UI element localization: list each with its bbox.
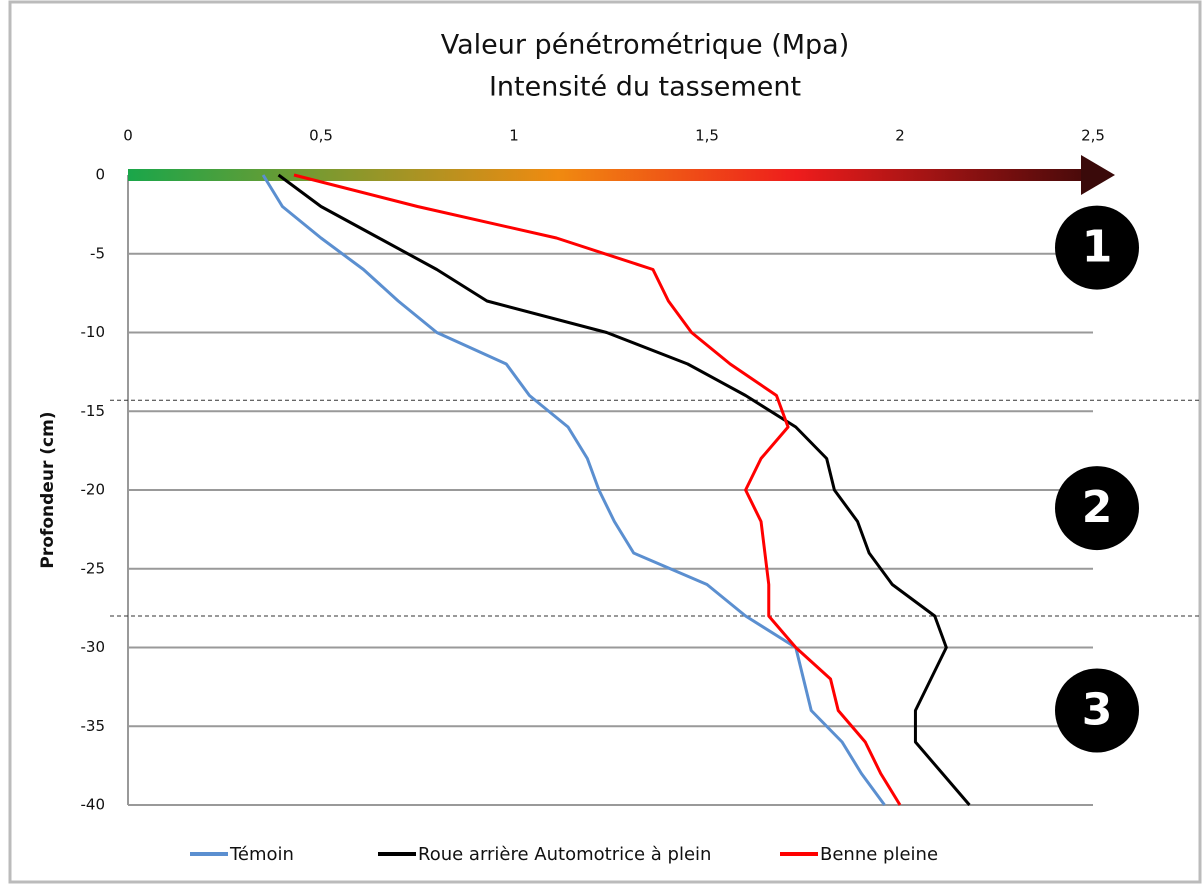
- zone-label: 3: [1082, 685, 1113, 736]
- intensity-arrowhead: [1081, 155, 1115, 195]
- y-tick-label: -15: [81, 402, 106, 420]
- chart-title: Valeur pénétrométrique (Mpa): [441, 30, 850, 61]
- x-tick-label: 0,5: [309, 127, 333, 145]
- y-tick-label: 0: [95, 166, 105, 184]
- y-tick-label: -5: [90, 244, 105, 262]
- x-tick-label: 1,5: [695, 127, 719, 145]
- series-line: [261, 174, 886, 806]
- y-tick-label: -10: [81, 323, 106, 341]
- y-axis-label: Profondeur (cm): [38, 411, 58, 568]
- series-line: [277, 173, 971, 806]
- y-tick-label: -30: [81, 638, 106, 656]
- zone-badge: [1055, 668, 1139, 753]
- y-tick-label: -35: [81, 717, 106, 735]
- zone-badge: [1055, 466, 1139, 551]
- x-tick-label: 2,5: [1081, 127, 1105, 145]
- intensity-bar: [128, 169, 1083, 181]
- frame: [8, 0, 1202, 884]
- chart-subtitle: Intensité du tassement: [489, 72, 801, 103]
- y-tick-label: -25: [81, 559, 106, 577]
- legend-label: Benne pleine: [820, 844, 938, 865]
- y-tick-label: -40: [81, 796, 106, 814]
- x-tick-label: 1: [509, 127, 519, 145]
- series-line: [293, 173, 902, 806]
- legend-label: Roue arrière Automotrice à plein: [418, 844, 711, 865]
- x-tick-label: 0: [123, 127, 133, 145]
- zone-label: 2: [1082, 482, 1113, 533]
- y-tick-label: -20: [81, 481, 106, 499]
- zone-label: 1: [1082, 222, 1113, 273]
- zone-badge: [1055, 205, 1139, 290]
- legend-label: Témoin: [229, 844, 294, 865]
- x-tick-label: 2: [895, 127, 905, 145]
